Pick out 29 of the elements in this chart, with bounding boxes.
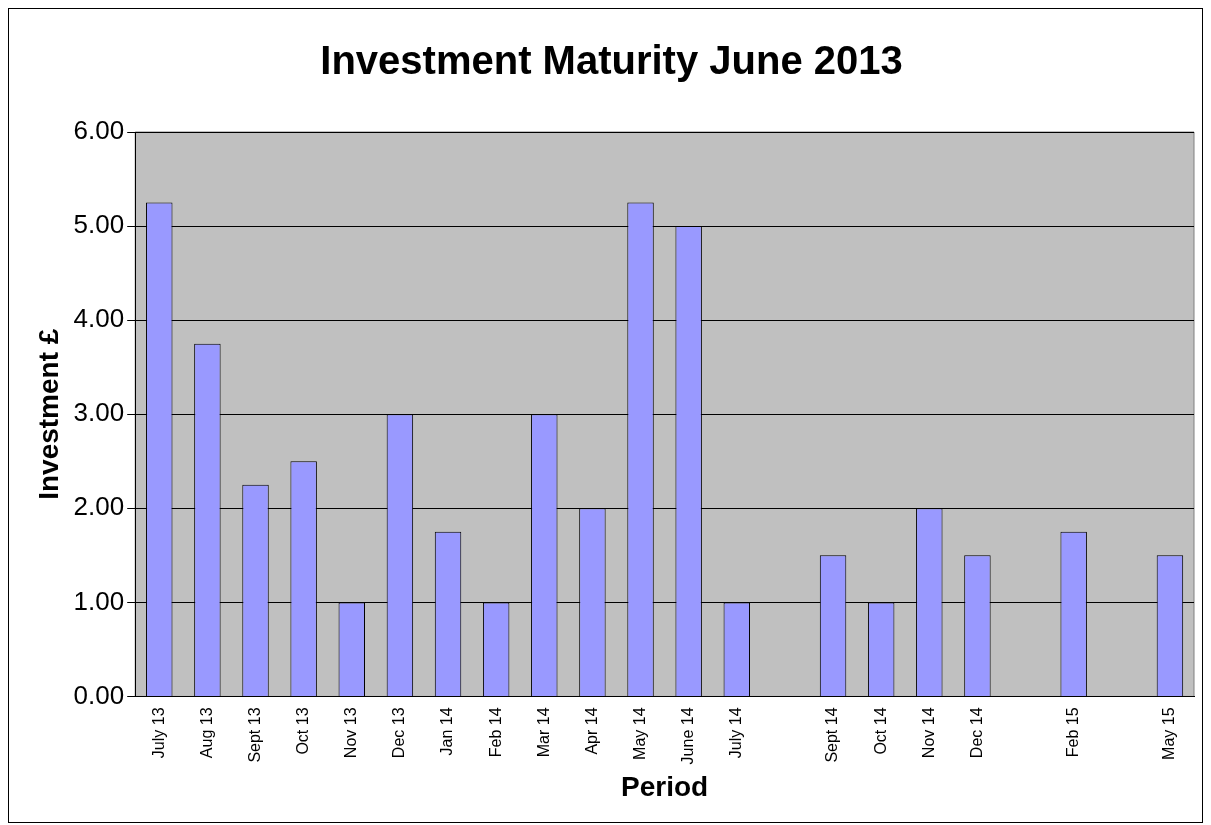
x-tick-label: Oct 13 [294,707,312,755]
chart-title: Investment Maturity June 2013 [320,38,903,83]
x-tick-label: Dec 14 [967,707,985,759]
x-tick-label: Aug 13 [197,707,215,759]
x-tick-label: Dec 13 [390,707,408,759]
x-tick-label: Oct 14 [871,707,889,755]
x-tick-label: Sept 14 [823,707,841,763]
x-tick-label: Sept 13 [245,707,263,763]
y-tick-label: 1.00 [73,585,125,616]
x-tick-label: May 14 [630,707,648,760]
x-axis-title: Period [621,770,709,802]
y-tick-label: 2.00 [73,491,125,522]
x-tick-label: Nov 14 [919,707,937,759]
x-tick-label: June 14 [679,707,697,765]
y-tick-label: 0.00 [73,679,125,710]
y-tick-label: 6.00 [73,115,125,146]
x-tick-label: Jan 14 [438,707,456,756]
x-tick-label: July 13 [149,707,167,759]
y-tick-label: 5.00 [73,209,125,240]
x-tick-label: May 15 [1160,707,1178,760]
y-tick-label: 4.00 [73,303,125,334]
x-tick-label: Apr 14 [582,707,600,755]
y-tick-label: 3.00 [73,397,125,428]
x-tick-label: July 14 [727,707,745,759]
x-tick-label: Mar 14 [534,707,552,758]
x-tick-label: Feb 14 [486,707,504,758]
x-tick-label: Feb 15 [1064,707,1082,758]
y-axis-title: Investment £ [32,328,64,500]
x-tick-label: Nov 13 [342,707,360,759]
